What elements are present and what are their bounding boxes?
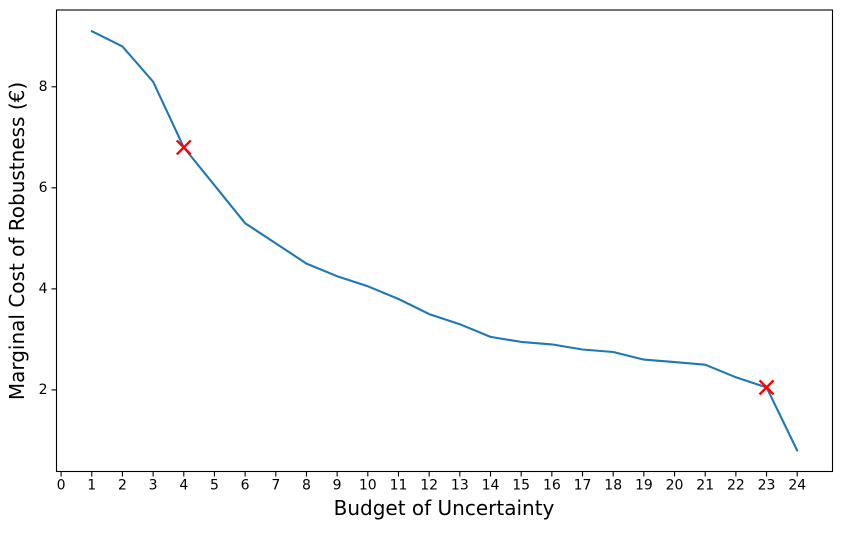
x-axis-tick-label: 3 bbox=[149, 478, 158, 494]
x-axis-tick-label: 19 bbox=[635, 478, 653, 494]
data-line bbox=[90, 30, 799, 452]
x-axis-tick-label: 13 bbox=[451, 478, 469, 494]
x-axis-tick-label: 22 bbox=[727, 478, 745, 494]
highlight-marker bbox=[758, 379, 775, 396]
x-axis-tick-label: 1 bbox=[87, 478, 96, 494]
x-axis-tick-label: 2 bbox=[118, 478, 127, 494]
y-axis-tick-label: 2 bbox=[39, 382, 48, 398]
x-axis-tick-label: 11 bbox=[390, 478, 408, 494]
x-axis-tick-label: 5 bbox=[210, 478, 219, 494]
x-axis-tick-label: 9 bbox=[333, 478, 342, 494]
x-axis-tick-label: 16 bbox=[543, 478, 561, 494]
x-axis-tick-label: 10 bbox=[359, 478, 377, 494]
x-axis-tick-label: 24 bbox=[788, 478, 806, 494]
x-axis-tick-label: 15 bbox=[512, 478, 530, 494]
x-axis-tick-label: 23 bbox=[758, 478, 776, 494]
x-axis-tick-label: 12 bbox=[420, 478, 438, 494]
x-axis-tick-label: 21 bbox=[696, 478, 714, 494]
highlight-marker bbox=[175, 139, 192, 156]
y-axis-tick-label: 4 bbox=[39, 281, 48, 297]
y-axis-label: Marginal Cost of Robustness (€) bbox=[5, 81, 29, 401]
y-axis-tick-label: 6 bbox=[39, 180, 48, 196]
plot-spines bbox=[55, 9, 834, 473]
y-axis-tick-label: 8 bbox=[39, 79, 48, 95]
x-axis-tick-label: 8 bbox=[302, 478, 311, 494]
x-axis-tick-label: 6 bbox=[241, 478, 250, 494]
x-axis-tick-label: 4 bbox=[179, 478, 188, 494]
x-axis-tick-label: 20 bbox=[666, 478, 684, 494]
x-axis-tick-label: 17 bbox=[574, 478, 592, 494]
x-axis-tick-label: 14 bbox=[482, 478, 500, 494]
x-axis-label: Budget of Uncertainty bbox=[333, 496, 555, 520]
x-axis-tick-label: 7 bbox=[271, 478, 280, 494]
x-axis-tick-label: 18 bbox=[604, 478, 622, 494]
x-axis-tick-label: 0 bbox=[57, 478, 66, 494]
